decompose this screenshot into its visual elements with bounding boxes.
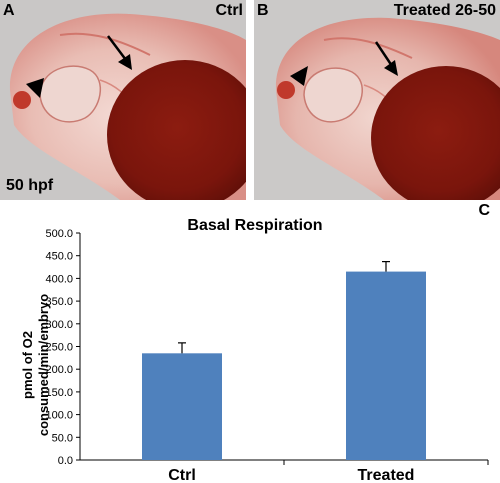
y-tick-label: 150.0 xyxy=(45,387,73,399)
arrowhead-marker xyxy=(290,66,308,86)
arrow-head-icon xyxy=(118,54,132,70)
y-tick-label: 350.0 xyxy=(45,296,73,308)
y-tick-label: 100.0 xyxy=(45,410,73,422)
y-axis-label-line-1: pmol of O2 xyxy=(20,331,35,399)
panel-condition-treated: Treated 26-50 xyxy=(393,2,496,19)
x-tick-label: Ctrl xyxy=(168,467,196,483)
panel-b-micrograph: B Treated 26-50 xyxy=(254,0,500,200)
bar-ctrl xyxy=(142,353,222,460)
arrow-head-icon xyxy=(384,60,398,76)
chart-title: Basal Respiration xyxy=(187,217,322,234)
stage-label: 50 hpf xyxy=(6,177,54,194)
y-tick-label: 400.0 xyxy=(45,273,73,285)
arrowhead-marker xyxy=(26,78,44,98)
panel-letter-b: B xyxy=(257,2,269,19)
embryo-image-ctrl xyxy=(0,0,246,200)
y-tick-label: 300.0 xyxy=(45,319,73,331)
panel-a-micrograph: A Ctrl 50 hpf xyxy=(0,0,246,200)
y-axis-label: pmol of O2 consumed/min/embryo xyxy=(20,294,51,436)
y-tick-label: 450.0 xyxy=(45,251,73,263)
panel-letter-c: C xyxy=(478,202,490,219)
y-tick-label: 200.0 xyxy=(45,364,73,376)
embryo-image-treated xyxy=(254,0,500,200)
y-tick-label: 0.0 xyxy=(58,455,73,467)
y-axis-label-line-2: consumed/min/embryo xyxy=(36,294,51,436)
panel-letter-a: A xyxy=(3,2,15,19)
y-tick-label: 500.0 xyxy=(45,228,73,240)
basal-respiration-chart: Basal Respiration C pmol of O2 consumed/… xyxy=(20,202,490,483)
y-tick-label: 50.0 xyxy=(52,432,73,444)
bar-treated xyxy=(346,271,426,460)
x-tick-label: Treated xyxy=(358,467,415,483)
arrow-line xyxy=(374,41,394,67)
y-tick-label: 250.0 xyxy=(45,342,73,354)
arrow-line xyxy=(107,35,127,61)
plot-area: 0.0 50.0 100.0 150.0 200.0 250.0 300.0 350.0 400… xyxy=(45,228,489,483)
panel-condition-ctrl: Ctrl xyxy=(215,2,243,19)
